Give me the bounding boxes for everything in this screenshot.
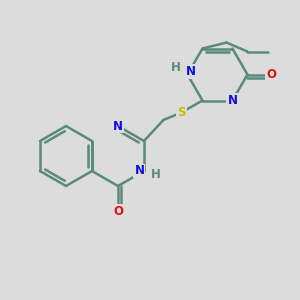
- Text: N: N: [227, 94, 237, 107]
- Text: O: O: [113, 205, 123, 218]
- Text: H: H: [151, 168, 161, 181]
- Text: H: H: [171, 61, 181, 74]
- Text: O: O: [266, 68, 276, 81]
- Text: S: S: [177, 106, 186, 119]
- Text: N: N: [113, 119, 123, 133]
- Text: N: N: [134, 164, 144, 178]
- Text: N: N: [185, 65, 195, 78]
